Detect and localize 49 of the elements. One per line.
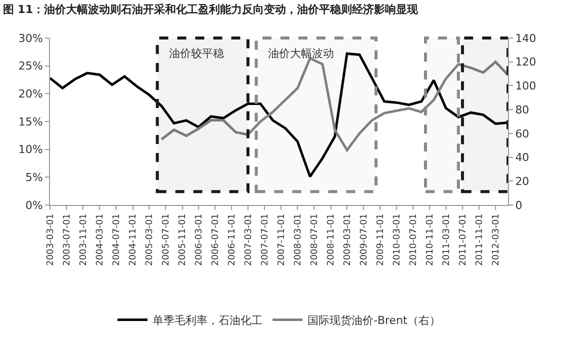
- chart-title: 图 11：油价大幅波动则石油开采和化工盈利能力反向变动，油价平稳则经济影响显现: [2, 3, 419, 16]
- x-tick-label: 2003-03-01: [46, 214, 56, 266]
- x-tick-label: 2008-03-01: [293, 214, 304, 266]
- x-tick-label: 2011-07-01: [458, 214, 468, 266]
- y-tick-label: 30%: [18, 32, 43, 45]
- y2-tick-label: 60: [515, 127, 530, 140]
- y-tick-label: 15%: [18, 115, 43, 128]
- band-label: 油价较平稳: [169, 47, 224, 60]
- y2-tick-label: 40: [515, 151, 530, 164]
- line-series: [160, 57, 508, 152]
- x-tick-label: 2009-11-01: [376, 214, 386, 266]
- x-tick-label: 2004-11-01: [128, 214, 139, 266]
- x-tick-label: 2012-03-01: [491, 214, 502, 266]
- y2-tick-label: 0: [515, 198, 522, 212]
- y2-tick-label: 100: [515, 80, 536, 93]
- x-tick-label: 2009-07-01: [359, 214, 370, 266]
- x-tick-label: 2009-03-01: [342, 214, 353, 266]
- y2-tick-label: 140: [515, 32, 536, 45]
- y-tick-label: 10%: [18, 143, 43, 156]
- legend-label: 单季毛利率，石油化工: [152, 314, 262, 327]
- y-tick-label: 0%: [25, 198, 43, 212]
- x-tick-label: 2007-03-01: [244, 214, 254, 266]
- x-tick-label: 2006-07-01: [210, 214, 221, 266]
- x-tick-label: 2006-03-01: [194, 214, 204, 266]
- band-label: 油价大幅波动: [268, 47, 334, 60]
- y-tick-label: 20%: [18, 88, 43, 101]
- y-tick-label: 25%: [18, 60, 43, 73]
- x-tick-label: 2008-07-01: [310, 214, 320, 266]
- x-tick-label: 2005-03-01: [144, 214, 155, 266]
- y2-tick-label: 80: [515, 103, 530, 116]
- x-tick-label: 2005-07-01: [162, 214, 172, 266]
- x-tick-label: 2008-11-01: [326, 214, 337, 266]
- legend-label: 国际现货油价-Brent（右）: [308, 314, 440, 327]
- y2-tick-label: 120: [515, 56, 536, 69]
- x-tick-label: 2003-11-01: [79, 214, 90, 266]
- x-tick-label: 2010-03-01: [392, 214, 402, 266]
- y2-tick-label: 20: [515, 174, 530, 188]
- x-tick-label: 2004-03-01: [96, 214, 106, 266]
- x-tick-label: 2007-07-01: [260, 214, 270, 266]
- x-tick-label: 2011-11-01: [475, 214, 486, 266]
- x-tick-label: 2007-11-01: [277, 214, 288, 266]
- x-tick-label: 2011-03-01: [442, 214, 452, 266]
- x-tick-label: 2003-07-01: [62, 214, 72, 266]
- x-tick-label: 2004-07-01: [112, 214, 122, 266]
- x-tick-label: 2005-11-01: [178, 214, 188, 266]
- y-tick-label: 5%: [25, 171, 43, 184]
- x-tick-label: 2006-11-01: [228, 214, 238, 266]
- x-tick-label: 2010-07-01: [408, 214, 419, 266]
- x-tick-label: 2010-11-01: [426, 214, 436, 266]
